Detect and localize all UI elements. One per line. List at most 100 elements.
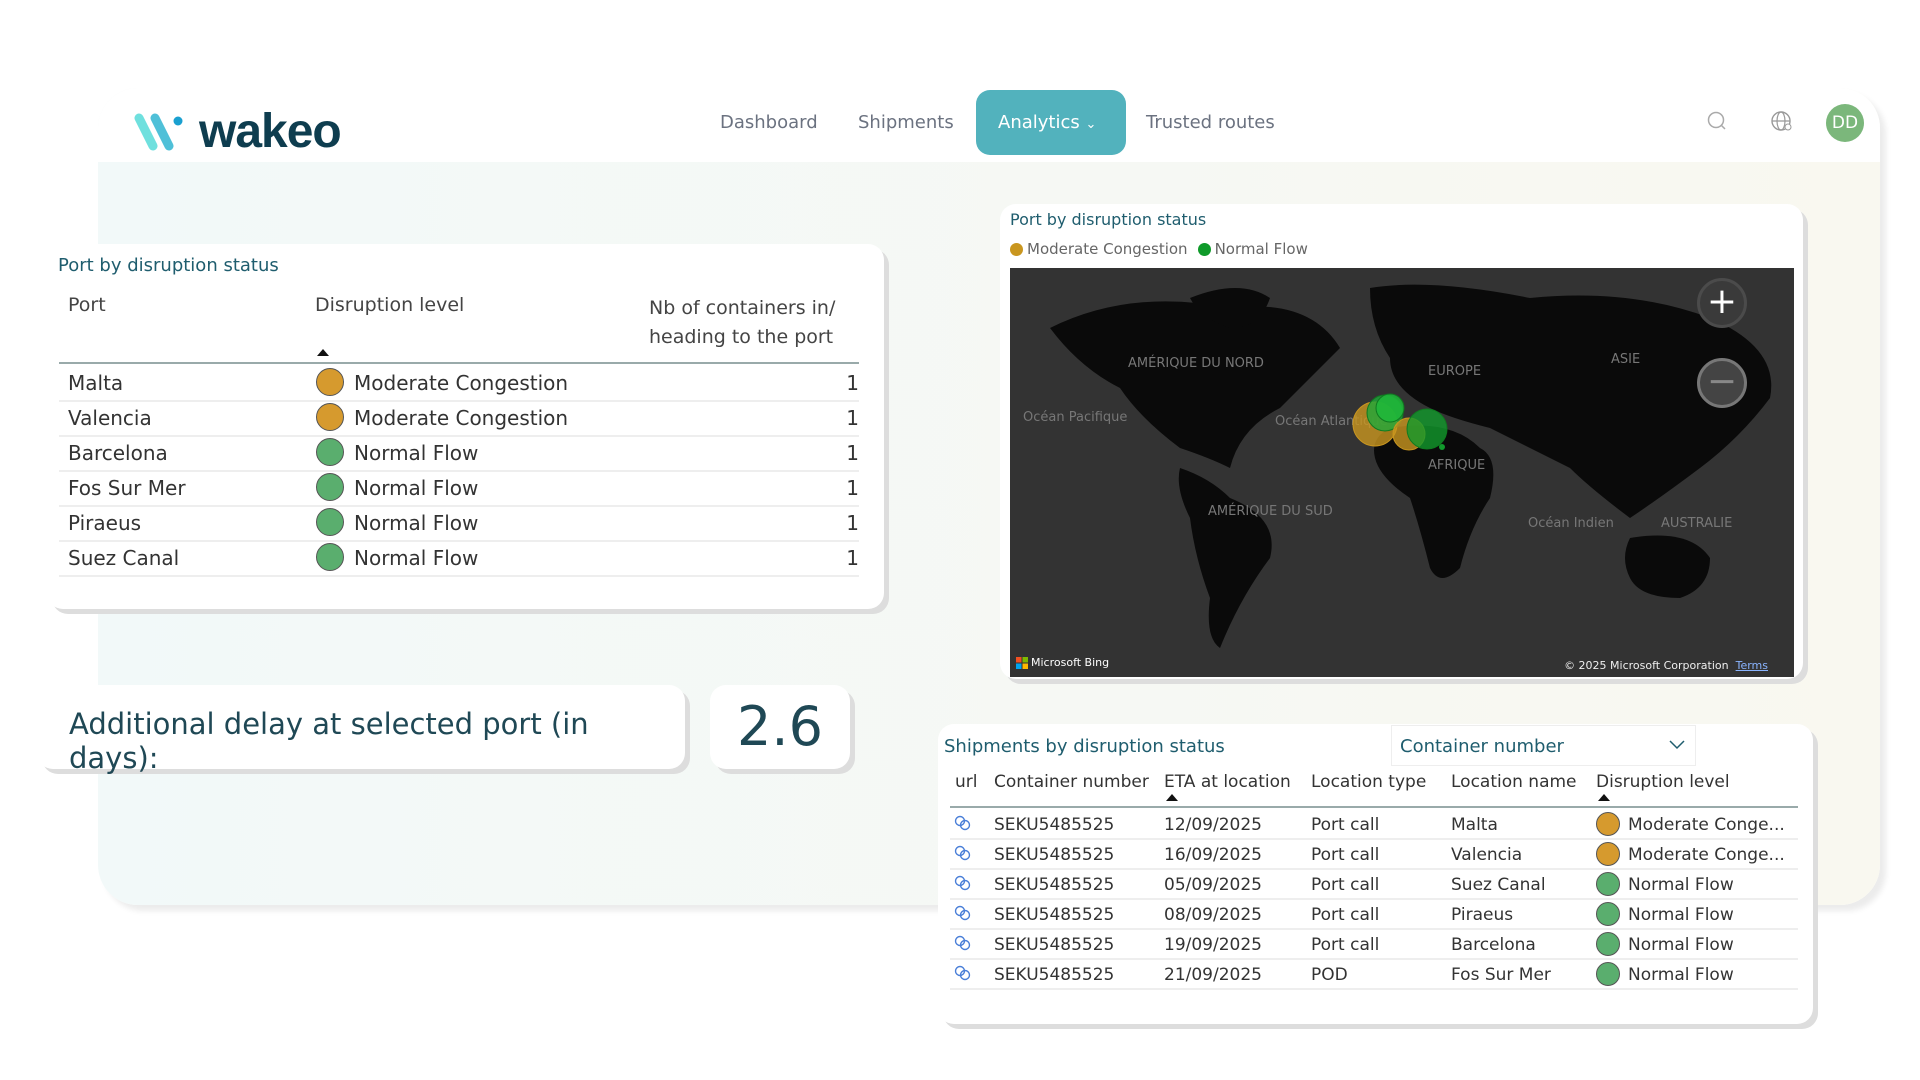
sort-asc-icon[interactable] <box>1166 794 1178 801</box>
row-divider <box>950 928 1798 930</box>
container-number-dropdown[interactable]: Container number <box>1391 725 1696 766</box>
location-name: Barcelona <box>1451 935 1536 955</box>
container-number: SEKU5485525 <box>994 935 1115 955</box>
map-label: AFRIQUE <box>1428 458 1486 473</box>
container-count: 1 <box>846 546 859 570</box>
row-divider <box>59 400 859 402</box>
link-icon[interactable] <box>954 845 972 861</box>
col-eta[interactable]: ETA at location <box>1164 772 1291 792</box>
container-number: SEKU5485525 <box>994 875 1115 895</box>
location-type: Port call <box>1311 845 1380 865</box>
map-view[interactable]: AMÉRIQUE DU NORD EUROPE ASIE Océan Pacif… <box>1010 268 1794 677</box>
nav-analytics[interactable]: Analytics ⌄ <box>976 90 1126 155</box>
location-type: Port call <box>1311 905 1380 925</box>
disruption-level: Normal Flow <box>1628 875 1734 895</box>
link-icon[interactable] <box>954 935 972 951</box>
location-name: Suez Canal <box>1451 875 1546 895</box>
link-icon[interactable] <box>954 875 972 891</box>
bubble-piraeus[interactable] <box>1406 408 1448 450</box>
nav-dashboard[interactable]: Dashboard <box>720 112 818 133</box>
bubble-suez-canal[interactable] <box>1439 444 1445 450</box>
disruption-level: Moderate Conge... <box>1628 815 1785 835</box>
row-divider <box>59 470 859 472</box>
row-divider <box>950 958 1798 960</box>
col-container-count[interactable]: Nb of containers in/ heading to the port <box>649 297 836 348</box>
status-dot-icon <box>1596 842 1620 866</box>
eta: 21/09/2025 <box>1164 965 1262 985</box>
status-dot-icon <box>316 508 344 536</box>
row-divider <box>950 898 1798 900</box>
bing-attribution: Microsoft Bing <box>1016 656 1109 669</box>
terms-link[interactable]: Terms <box>1735 659 1768 672</box>
link-icon[interactable] <box>954 905 972 921</box>
status-dot-icon <box>316 403 344 431</box>
nav-analytics-label: Analytics <box>998 112 1080 133</box>
user-avatar[interactable]: DD <box>1826 104 1864 142</box>
disruption-level: Normal Flow <box>354 546 479 570</box>
nav-trusted-routes[interactable]: Trusted routes <box>1146 112 1275 133</box>
disruption-level: Normal Flow <box>354 476 479 500</box>
eta: 08/09/2025 <box>1164 905 1262 925</box>
col-disruption-level[interactable]: Disruption level <box>315 294 465 316</box>
location-type: POD <box>1311 965 1348 985</box>
port-name: Piraeus <box>68 511 142 535</box>
disruption-level: Moderate Conge... <box>1628 845 1785 865</box>
map-copyright: © 2025 Microsoft Corporation Terms <box>1564 659 1768 672</box>
col-location-name[interactable]: Location name <box>1451 772 1577 792</box>
location-type: Port call <box>1311 815 1380 835</box>
row-divider <box>950 868 1798 870</box>
wakeo-logo[interactable]: wakeo <box>133 104 342 159</box>
header-divider <box>59 362 859 364</box>
container-count: 1 <box>846 511 859 535</box>
zoom-in-button[interactable]: + <box>1697 278 1747 328</box>
bubble-fos-sur-mer[interactable] <box>1375 393 1405 423</box>
delay-label-card: Additional delay at selected port (in da… <box>37 685 685 775</box>
shipments-title: Shipments by disruption status <box>944 736 1225 757</box>
map-legend: Moderate Congestion Normal Flow <box>1010 240 1308 258</box>
disruption-level: Normal Flow <box>1628 905 1734 925</box>
container-count: 1 <box>846 406 859 430</box>
link-icon[interactable] <box>954 815 972 831</box>
globe-user-icon[interactable] <box>1770 110 1794 134</box>
location-name: Piraeus <box>1451 905 1514 925</box>
status-dot-icon <box>1596 902 1620 926</box>
col-disruption-level[interactable]: Disruption level <box>1596 772 1730 792</box>
port-name: Fos Sur Mer <box>68 476 186 500</box>
row-divider <box>950 838 1798 840</box>
sort-asc-icon[interactable] <box>1598 794 1610 801</box>
row-divider <box>59 505 859 507</box>
search-icon[interactable] <box>1706 110 1728 132</box>
port-table-title: Port by disruption status <box>58 255 279 276</box>
map-card: Port by disruption status Moderate Conge… <box>1000 204 1803 679</box>
microsoft-logo-icon <box>1016 656 1028 669</box>
col-port[interactable]: Port <box>68 294 106 316</box>
bing-label: Microsoft Bing <box>1031 656 1110 669</box>
location-type: Port call <box>1311 935 1380 955</box>
map-label: Océan Pacifique <box>1023 410 1128 425</box>
delay-label: Additional delay at selected port (in da… <box>69 707 589 775</box>
eta: 05/09/2025 <box>1164 875 1262 895</box>
disruption-level: Moderate Congestion <box>354 371 569 395</box>
chevron-down-icon <box>1669 740 1685 750</box>
col-location-type[interactable]: Location type <box>1311 772 1427 792</box>
disruption-level: Normal Flow <box>354 511 479 535</box>
copyright-text: © 2025 Microsoft Corporation <box>1564 659 1729 672</box>
legend-moderate-label: Moderate Congestion <box>1027 240 1188 258</box>
map-label: AMÉRIQUE DU NORD <box>1128 356 1264 371</box>
delay-value: 2.6 <box>737 695 823 758</box>
container-number: SEKU5485525 <box>994 815 1115 835</box>
zoom-out-button[interactable]: − <box>1697 358 1747 408</box>
chevron-down-icon: ⌄ <box>1085 117 1097 132</box>
nav-shipments[interactable]: Shipments <box>858 112 954 133</box>
container-number: SEKU5485525 <box>994 905 1115 925</box>
col-url[interactable]: url <box>955 772 978 792</box>
legend-normal-swatch <box>1197 242 1211 256</box>
map-label: EUROPE <box>1428 364 1482 379</box>
sort-asc-icon[interactable] <box>317 349 329 356</box>
status-dot-icon <box>1596 932 1620 956</box>
wakeo-logo-icon <box>134 113 183 150</box>
link-icon[interactable] <box>954 965 972 981</box>
disruption-level: Normal Flow <box>1628 965 1734 985</box>
col-container-number[interactable]: Container number <box>994 772 1149 792</box>
location-type: Port call <box>1311 875 1380 895</box>
